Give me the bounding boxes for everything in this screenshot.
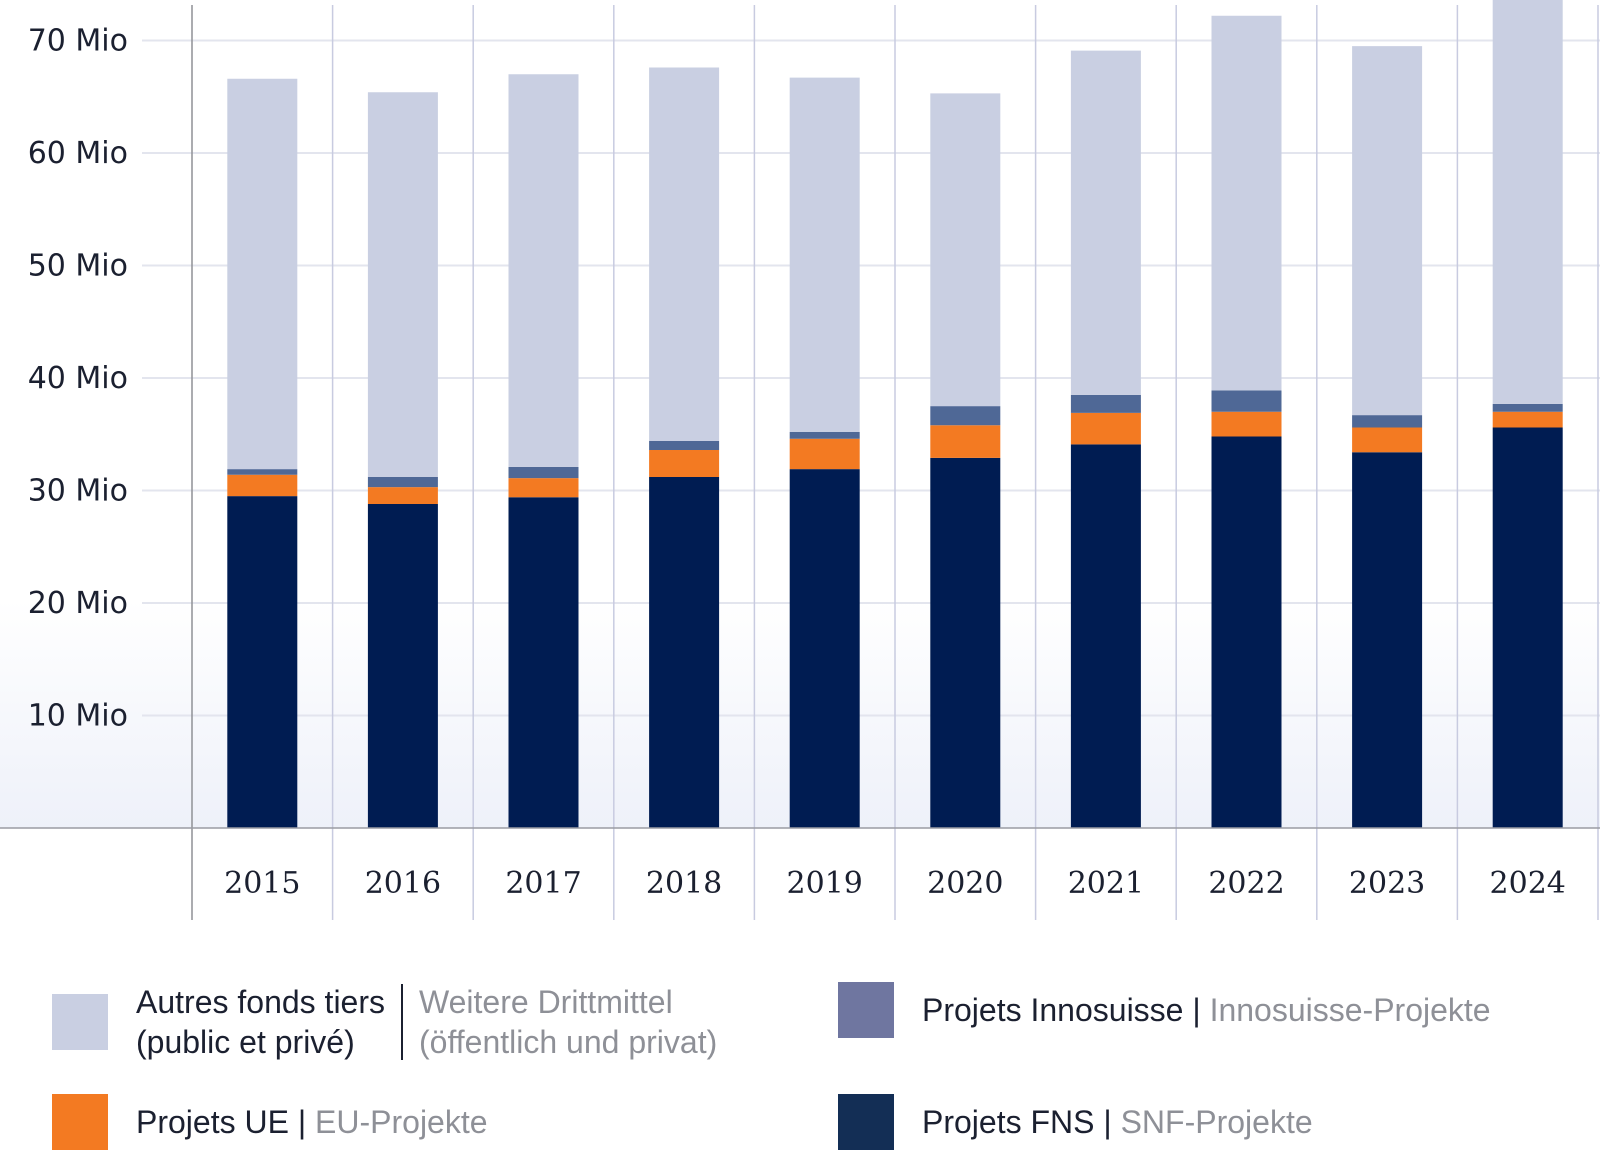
legend-item-fns: Projets FNS | SNF-Projekte — [838, 1094, 1313, 1150]
bar-segment-innosuisse-2016 — [367, 477, 438, 488]
bar-segment-ue-2024 — [1492, 411, 1563, 428]
y-tick-label: 60 Mio — [28, 136, 128, 171]
legend-separator: | — [288, 1104, 316, 1140]
bar-segment-fns-2021 — [1070, 444, 1141, 828]
legend-label-ue-de: EU-Projekte — [315, 1104, 488, 1140]
bar-segment-fns-2020 — [930, 457, 1001, 828]
bar-segment-autres-2024 — [1492, 0, 1563, 404]
bar-segment-innosuisse-2018 — [649, 441, 720, 450]
legend-label-ue-fr: Projets UE — [136, 1104, 289, 1140]
bar-segment-innosuisse-2022 — [1211, 390, 1282, 412]
bar-segment-autres-2021 — [1070, 50, 1141, 395]
x-axis-tick-labels: 2015 2016 2017 2018 2019 2020 2021 2022 2023 2024 — [224, 866, 1566, 901]
bar-stack-2015 — [227, 78, 298, 828]
column-dividers — [191, 5, 1599, 920]
x-tick-label: 2024 — [1490, 866, 1566, 901]
bar-segment-ue-2016 — [367, 487, 438, 504]
bar-segment-autres-2017 — [508, 74, 579, 467]
bar-segment-autres-2019 — [789, 77, 860, 432]
x-tick-label: 2022 — [1208, 866, 1284, 901]
legend-item-innosuisse: Projets Innosuisse | Innosuisse-Projekte — [838, 982, 1491, 1038]
bar-segment-autres-2015 — [227, 78, 298, 470]
bar-segment-autres-2022 — [1211, 15, 1282, 391]
stacked-bar-chart: 10 Mio 20 Mio 30 Mio 40 Mio 50 Mio 60 Mio 70 M… — [0, 0, 1600, 920]
legend-label-fns-fr: Projets FNS — [922, 1104, 1095, 1140]
legend: Autres fonds tiers (public et privé) Wei… — [0, 960, 1600, 1154]
y-tick-label: 10 Mio — [28, 699, 128, 734]
bar-segment-ue-2015 — [227, 474, 298, 497]
bar-stack-2017 — [508, 74, 579, 828]
legend-label-autres-fr: Autres fonds tiers (public et privé) — [136, 982, 385, 1062]
bar-segment-innosuisse-2020 — [930, 406, 1001, 426]
legend-swatch-fns — [838, 1094, 894, 1150]
bar-segment-innosuisse-2015 — [227, 469, 298, 475]
bar-segment-autres-2018 — [649, 67, 720, 441]
bar-segment-ue-2022 — [1211, 411, 1282, 437]
bar-segment-autres-2016 — [367, 92, 438, 477]
x-tick-label: 2019 — [787, 866, 863, 901]
bar-stack-2021 — [1070, 50, 1141, 828]
bar-segment-fns-2024 — [1492, 427, 1563, 828]
legend-label-autres-de-line2: (öffentlich und privat) — [419, 1024, 718, 1060]
bar-stack-2023 — [1352, 46, 1423, 828]
bar-segment-fns-2018 — [649, 477, 720, 828]
legend-swatch-ue — [52, 1094, 108, 1150]
legend-item-ue: Projets UE | EU-Projekte — [52, 1094, 488, 1150]
bar-segment-autres-2020 — [930, 93, 1001, 407]
bar-segment-innosuisse-2021 — [1070, 394, 1141, 413]
bar-stack-2020 — [930, 93, 1001, 828]
legend-separator: | — [1183, 992, 1210, 1028]
legend-swatch-innosuisse — [838, 982, 894, 1038]
legend-item-autres: Autres fonds tiers (public et privé) Wei… — [52, 982, 717, 1062]
legend-label-autres-de-line1: Weitere Drittmittel — [419, 984, 673, 1020]
x-tick-label: 2018 — [646, 866, 722, 901]
bars — [227, 0, 1563, 828]
bar-stack-2022 — [1211, 15, 1282, 828]
bar-segment-ue-2019 — [789, 438, 860, 470]
bar-segment-ue-2018 — [649, 450, 720, 477]
bar-stack-2019 — [789, 77, 860, 828]
bar-segment-innosuisse-2017 — [508, 466, 579, 479]
bar-segment-ue-2021 — [1070, 412, 1141, 445]
bar-segment-innosuisse-2023 — [1352, 415, 1423, 428]
legend-label-autres-de: Weitere Drittmittel (öffentlich und priv… — [419, 982, 717, 1062]
legend-separator — [401, 984, 403, 1060]
bar-stack-2016 — [367, 92, 438, 828]
bar-segment-ue-2020 — [930, 425, 1001, 458]
legend-swatch-autres — [52, 994, 108, 1050]
legend-label-autres-fr-line2: (public et privé) — [136, 1024, 355, 1060]
y-tick-label: 20 Mio — [28, 586, 128, 621]
x-tick-label: 2015 — [224, 866, 300, 901]
x-tick-label: 2023 — [1349, 866, 1425, 901]
bar-segment-innosuisse-2019 — [789, 432, 860, 439]
bar-segment-fns-2017 — [508, 497, 579, 828]
bar-segment-innosuisse-2024 — [1492, 403, 1563, 412]
y-tick-label: 70 Mio — [28, 24, 128, 59]
legend-label-fns-de: SNF-Projekte — [1120, 1104, 1313, 1140]
x-tick-label: 2016 — [365, 866, 441, 901]
x-tick-label: 2021 — [1068, 866, 1144, 901]
bar-segment-ue-2017 — [508, 478, 579, 498]
bar-segment-fns-2023 — [1352, 452, 1423, 828]
bar-segment-fns-2019 — [789, 469, 860, 828]
bar-segment-ue-2023 — [1352, 427, 1423, 453]
legend-separator: | — [1094, 1104, 1121, 1140]
y-tick-label: 30 Mio — [28, 474, 128, 509]
y-axis-tick-labels: 10 Mio 20 Mio 30 Mio 40 Mio 50 Mio 60 Mio 70 M… — [28, 24, 128, 734]
bar-segment-autres-2023 — [1352, 46, 1423, 416]
bar-stack-2018 — [649, 67, 720, 828]
bar-segment-fns-2015 — [227, 496, 298, 828]
y-tick-label: 40 Mio — [28, 361, 128, 396]
legend-label-innosuisse-fr: Projets Innosuisse — [922, 992, 1184, 1028]
bar-stack-2024 — [1492, 0, 1563, 828]
bar-segment-fns-2022 — [1211, 436, 1282, 828]
bar-segment-fns-2016 — [367, 504, 438, 828]
x-tick-label: 2020 — [927, 866, 1003, 901]
legend-label-autres-fr-line1: Autres fonds tiers — [136, 984, 385, 1020]
x-tick-label: 2017 — [505, 866, 581, 901]
legend-label-innosuisse-de: Innosuisse-Projekte — [1209, 992, 1491, 1028]
y-tick-label: 50 Mio — [28, 249, 128, 284]
